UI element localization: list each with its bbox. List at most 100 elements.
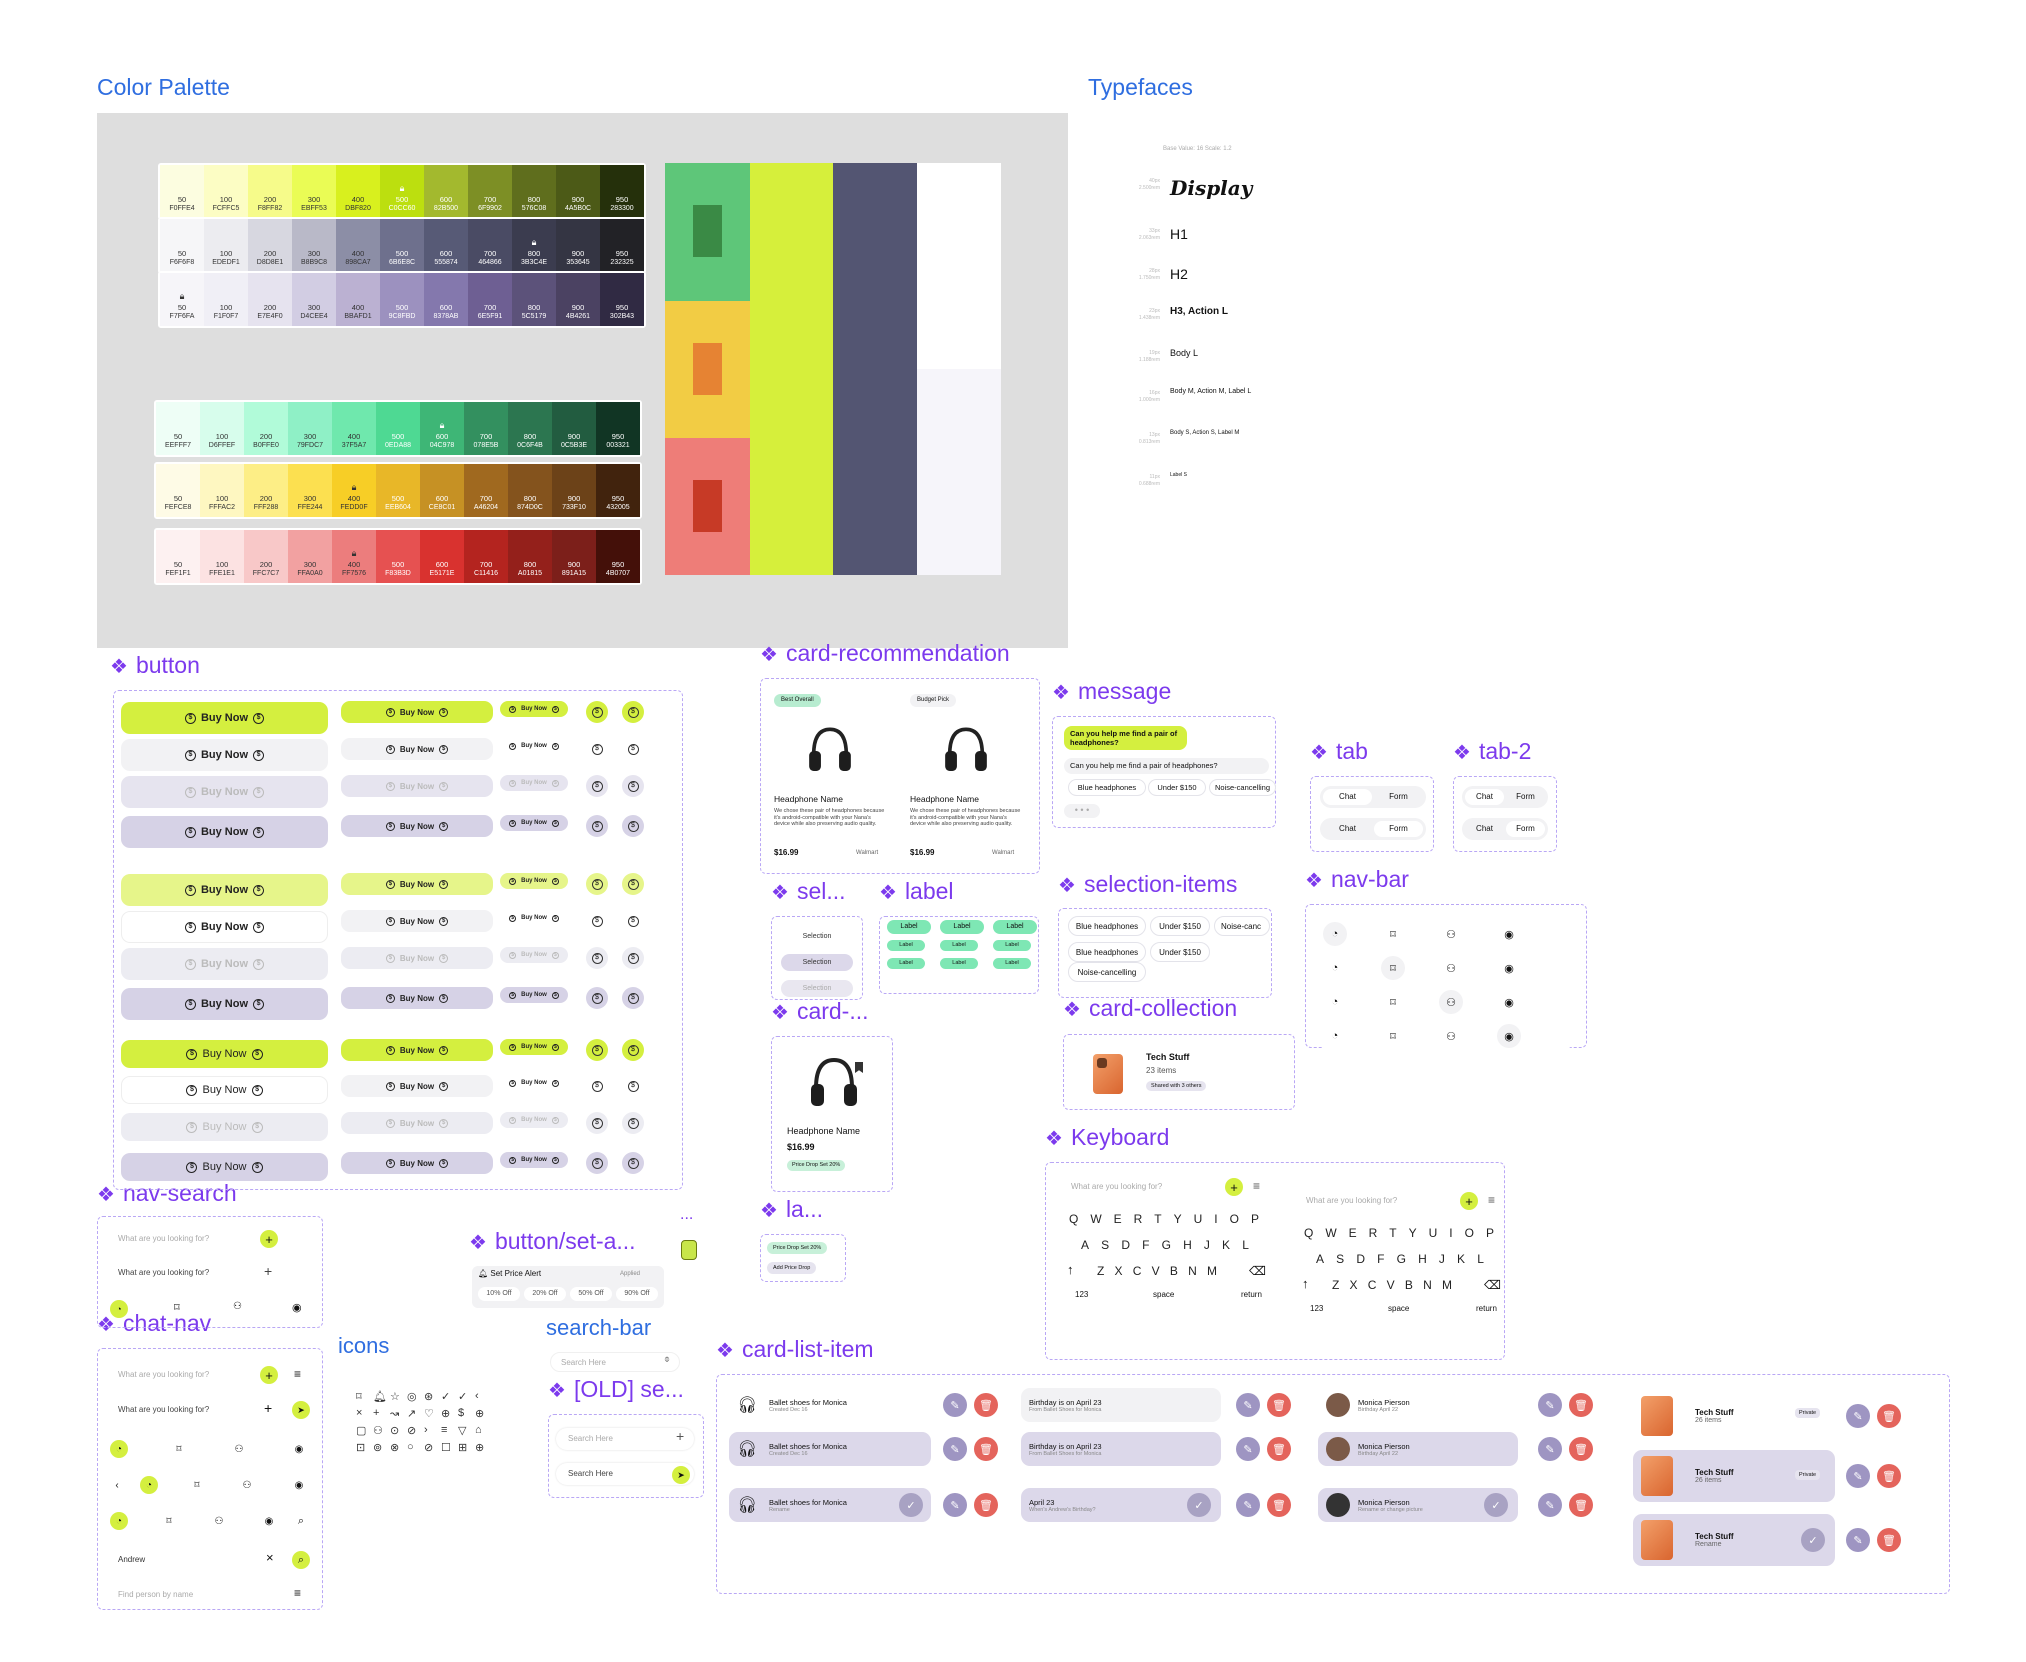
chip-price[interactable]: Under $150 <box>1148 779 1206 796</box>
key[interactable]: H <box>1418 1252 1427 1266</box>
tab-form[interactable]: Form <box>1389 792 1408 801</box>
color-swatch[interactable]: 100 EDEDF1 <box>204 219 248 272</box>
key[interactable]: Z <box>1097 1264 1105 1278</box>
key[interactable]: D <box>1356 1252 1365 1266</box>
dollar-icon-button[interactable]: $ <box>586 910 608 932</box>
bookmark-icon[interactable]: ⌑ <box>176 1443 182 1455</box>
color-swatch[interactable]: 800 5C5179 <box>512 273 556 326</box>
key[interactable]: I <box>1214 1212 1218 1226</box>
key[interactable]: M <box>1206 1264 1217 1278</box>
buy-now-button-large[interactable]: $ Buy Now $ <box>121 911 328 943</box>
buy-now-button-large[interactable]: $ Buy Now $ <box>121 874 328 906</box>
dollar-icon-button[interactable]: $ <box>586 1039 608 1061</box>
key[interactable]: U <box>1193 1212 1203 1226</box>
space-key[interactable]: space <box>1388 1304 1410 1313</box>
keyboard-search-input[interactable]: What are you looking for? <box>1053 1176 1231 1198</box>
key[interactable]: V <box>1151 1264 1160 1278</box>
color-swatch[interactable]: 50 F6F6F8 <box>160 219 204 272</box>
find-person-input[interactable]: Find person by name <box>108 1584 284 1606</box>
edit-button[interactable]: ✎ <box>943 1393 967 1417</box>
dollar-icon-button[interactable]: $ <box>622 947 644 969</box>
buy-now-button-small[interactable]: $ Buy Now $ <box>500 987 568 1003</box>
buy-now-button-medium[interactable]: $ Buy Now $ <box>341 1112 493 1134</box>
numbers-key[interactable]: 123 <box>1075 1290 1089 1299</box>
key[interactable]: F <box>1377 1252 1385 1266</box>
color-swatch[interactable]: 400 37F5A7 <box>332 402 376 455</box>
buy-now-button-medium[interactable]: $ Buy Now $ <box>341 910 493 932</box>
key[interactable]: Q <box>1069 1212 1079 1226</box>
buy-now-button-large[interactable]: $ Buy Now $ <box>121 739 328 771</box>
buy-now-button-small[interactable]: $ Buy Now $ <box>500 775 568 791</box>
key[interactable]: C <box>1132 1264 1142 1278</box>
color-swatch[interactable]: 100 FCFFC5 <box>204 165 248 218</box>
key[interactable]: M <box>1441 1278 1452 1292</box>
dollar-icon-button[interactable]: $ <box>586 947 608 969</box>
card-list-row[interactable]: 🎧︎ Ballet shoes for Monica Rename ✓ <box>729 1488 931 1522</box>
people-icon[interactable]: ⚇ <box>214 1515 224 1527</box>
color-swatch[interactable]: 🔒︎ 500 C0CC60 <box>380 165 424 218</box>
selection-item-4[interactable]: Blue headphones <box>1068 942 1146 962</box>
color-swatch[interactable]: 300 FFA0A0 <box>288 530 332 583</box>
color-swatch[interactable]: 500 EEB604 <box>376 464 420 517</box>
key[interactable]: E <box>1348 1226 1357 1240</box>
search-icon[interactable]: ⌕ <box>292 1551 310 1569</box>
mic-icon[interactable]: ⌽ <box>664 1354 670 1365</box>
buy-now-button-small[interactable]: $ Buy Now $ <box>500 910 568 926</box>
delete-button[interactable]: 🗑︎ <box>1267 1393 1291 1417</box>
key[interactable]: W <box>1325 1226 1337 1240</box>
return-key[interactable]: return <box>1476 1304 1497 1313</box>
color-swatch[interactable]: 900 733F10 <box>552 464 596 517</box>
color-swatch[interactable]: 950 283300 <box>600 165 644 218</box>
color-swatch[interactable]: 700 6F9902 <box>468 165 512 218</box>
color-swatch[interactable]: 950 4B0707 <box>596 530 640 583</box>
key[interactable]: O <box>1229 1212 1239 1226</box>
color-swatch[interactable]: 600 82B500 <box>424 165 468 218</box>
discount-option[interactable]: 90% Off <box>616 1287 658 1301</box>
color-swatch[interactable]: 950 432005 <box>596 464 640 517</box>
edit-button[interactable]: ✎ <box>1846 1528 1870 1552</box>
bookmark-icon[interactable]: ⌑ <box>1390 1030 1396 1043</box>
card-list-row[interactable]: Tech Stuff 26 items Private <box>1633 1394 1835 1438</box>
color-swatch[interactable]: 300 79FDC7 <box>288 402 332 455</box>
check-button[interactable]: ✓ <box>1484 1493 1508 1517</box>
menu-icon[interactable]: ≡ <box>1488 1193 1496 1207</box>
return-key[interactable]: return <box>1241 1290 1262 1299</box>
key[interactable]: B <box>1169 1264 1178 1278</box>
card-list-row[interactable]: Tech Stuff 26 items Private <box>1633 1450 1835 1502</box>
delete-button[interactable]: 🗑︎ <box>1267 1437 1291 1461</box>
key[interactable]: I <box>1449 1226 1453 1240</box>
edit-button[interactable]: ✎ <box>1846 1404 1870 1428</box>
selection-pill[interactable]: Selection <box>781 980 853 997</box>
delete-button[interactable]: 🗑︎ <box>1877 1464 1901 1488</box>
bookmark-icon[interactable]: ⌑ <box>194 1479 200 1491</box>
color-swatch[interactable]: 400 898CA7 <box>336 219 380 272</box>
key[interactable]: Y <box>1173 1212 1182 1226</box>
dollar-icon-button[interactable]: $ <box>622 1039 644 1061</box>
color-swatch[interactable]: 500 F83B3D <box>376 530 420 583</box>
color-swatch[interactable]: 700 464866 <box>468 219 512 272</box>
color-swatch[interactable]: 100 D6FFEF <box>200 402 244 455</box>
discount-option[interactable]: 50% Off <box>570 1287 612 1301</box>
key[interactable]: W <box>1090 1212 1102 1226</box>
key[interactable]: T <box>1389 1226 1397 1240</box>
add-icon[interactable]: + <box>260 1230 278 1248</box>
send-icon[interactable]: ➤ <box>292 1401 310 1419</box>
color-swatch[interactable]: 900 891A15 <box>552 530 596 583</box>
key[interactable]: K <box>1222 1238 1231 1252</box>
edit-button[interactable]: ✎ <box>1236 1493 1260 1517</box>
key[interactable]: E <box>1113 1212 1122 1226</box>
key[interactable]: H <box>1183 1238 1192 1252</box>
dollar-icon-button[interactable]: $ <box>622 738 644 760</box>
edit-button[interactable]: ✎ <box>1538 1437 1562 1461</box>
buy-now-button-medium[interactable]: $ Buy Now $ <box>341 815 493 837</box>
buy-now-button-medium[interactable]: $ Buy Now $ <box>341 873 493 895</box>
buy-now-button-small[interactable]: $ Buy Now $ <box>500 1112 568 1128</box>
add-icon[interactable]: + <box>1225 1178 1243 1196</box>
key[interactable]: R <box>1368 1226 1378 1240</box>
chat-icon[interactable]: ◔ <box>1331 1030 1339 1042</box>
profile-icon[interactable]: ◉ <box>264 1515 274 1527</box>
color-swatch[interactable]: 300 EBFF53 <box>292 165 336 218</box>
key[interactable]: U <box>1428 1226 1438 1240</box>
delete-button[interactable]: 🗑︎ <box>1877 1528 1901 1552</box>
color-swatch[interactable]: 200 B0FFE0 <box>244 402 288 455</box>
